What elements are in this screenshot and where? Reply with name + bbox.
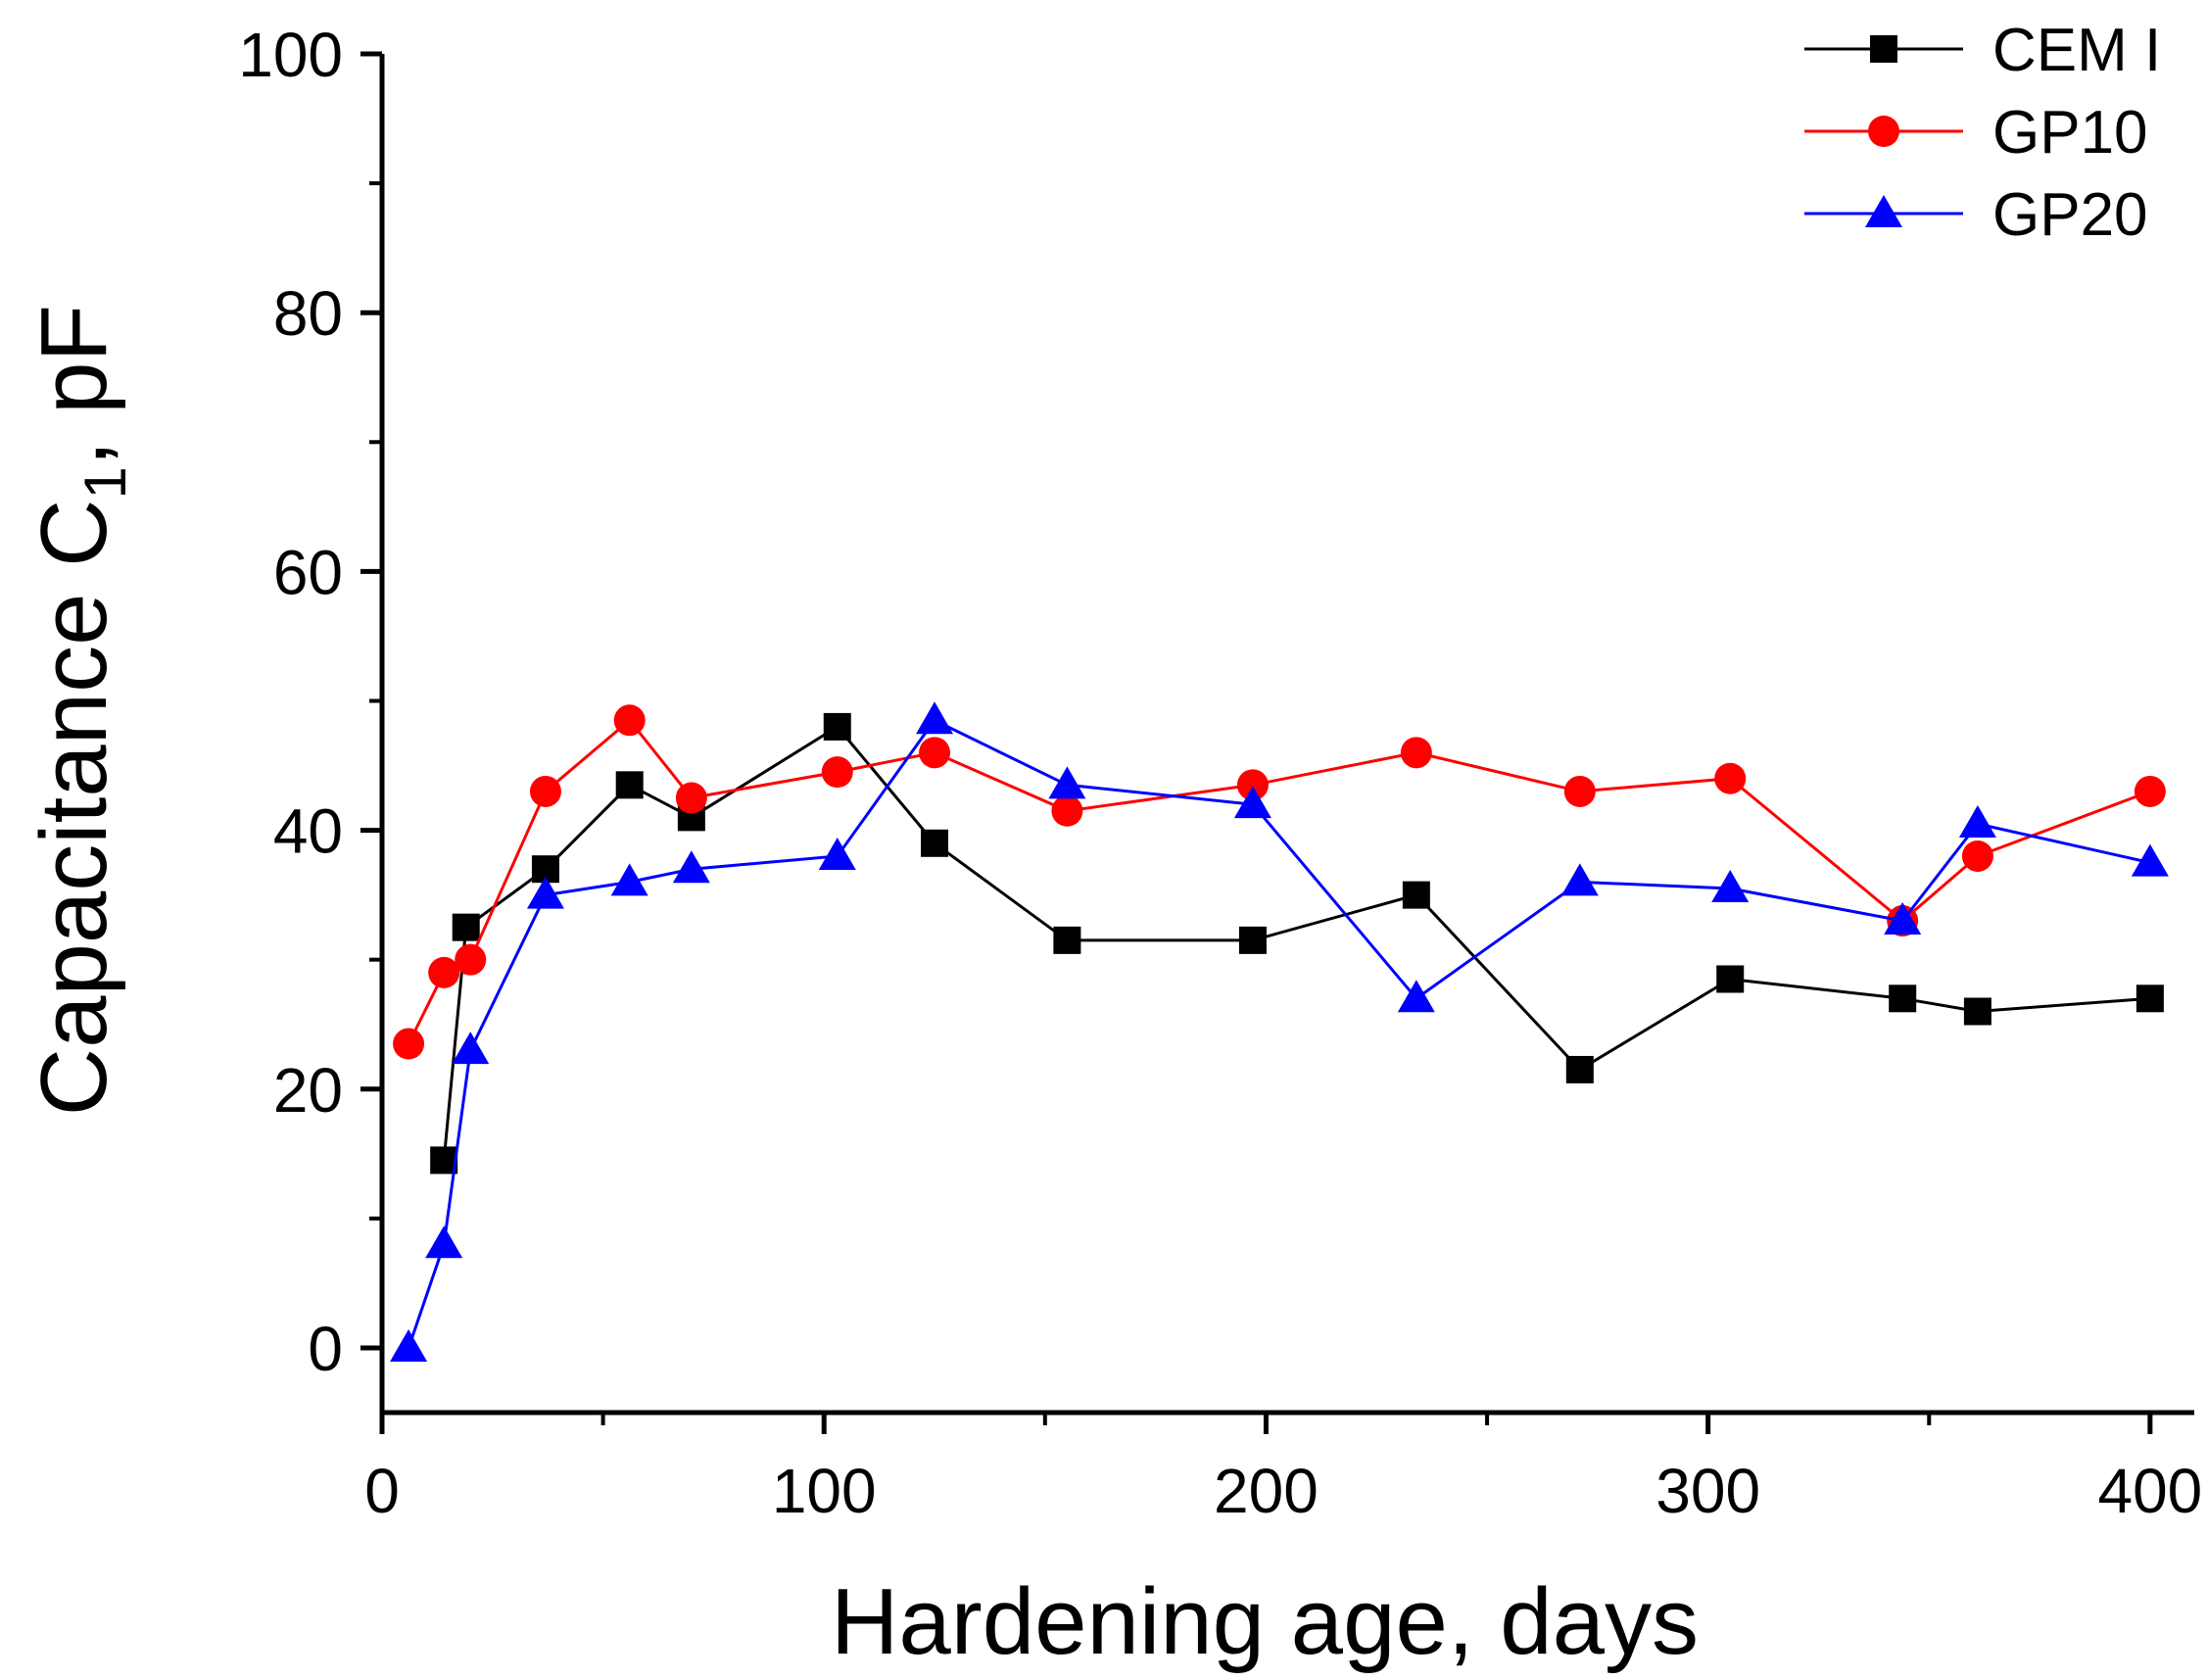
data-point-gp20 xyxy=(452,1032,490,1065)
x-tick-label: 100 xyxy=(772,1456,877,1526)
data-point-gp20 xyxy=(818,837,856,870)
series-line-gp20 xyxy=(407,718,2151,1349)
y-axis-title-main: Capacitance C xyxy=(22,500,126,1117)
data-point-gp10 xyxy=(1961,840,1993,872)
legend-marker-gp10 xyxy=(1868,116,1899,147)
data-point-gp10 xyxy=(1714,762,1747,794)
data-point-cem-i xyxy=(1889,984,1917,1013)
legend-entry-gp20: GP20 xyxy=(1804,181,2148,249)
data-point-gp20 xyxy=(1233,786,1271,819)
legend-entry-gp10: GP10 xyxy=(1804,99,2148,167)
data-point-gp20 xyxy=(1560,863,1599,896)
data-point-cem-i xyxy=(1238,926,1267,954)
data-point-cem-i xyxy=(1565,1055,1594,1083)
data-point-gp10 xyxy=(1051,794,1083,827)
data-point-gp10 xyxy=(529,775,561,807)
y-axis-title-subscript: 1 xyxy=(72,466,138,499)
y-tick-label: 60 xyxy=(273,537,343,607)
data-point-gp20 xyxy=(1884,902,1922,936)
data-point-cem-i xyxy=(1963,997,1991,1026)
series-line-gp10 xyxy=(407,718,2151,1045)
legend-marker-cem-i xyxy=(1870,35,1897,63)
data-point-cem-i xyxy=(921,829,949,857)
data-point-gp10 xyxy=(675,782,707,814)
legend-entry-cem-i: CEM I xyxy=(1804,17,2161,84)
data-point-gp10 xyxy=(1236,769,1269,801)
data-point-cem-i xyxy=(2135,984,2164,1013)
y-axis-title: Capacitance C1, pF xyxy=(22,305,138,1116)
legend-label-cem-i: CEM I xyxy=(1992,17,2161,84)
data-point-gp20 xyxy=(1711,870,1750,903)
data-point-cem-i xyxy=(452,913,480,941)
data-point-gp10 xyxy=(1563,775,1596,807)
data-point-cem-i xyxy=(1716,965,1745,993)
data-point-gp10 xyxy=(393,1028,425,1060)
data-point-gp10 xyxy=(2134,775,2166,807)
series-cem-i xyxy=(430,712,2164,1175)
x-tick-label: 400 xyxy=(2097,1456,2202,1526)
data-point-gp10 xyxy=(1400,737,1432,769)
x-tick-label: 0 xyxy=(364,1456,400,1526)
axes: 0 20 40 60 80 100 0 100 200 300 400 xyxy=(238,20,2202,1526)
data-point-gp20 xyxy=(672,850,710,884)
data-point-cem-i xyxy=(1402,881,1430,909)
series-gp20 xyxy=(390,701,2169,1362)
data-point-cem-i xyxy=(1053,926,1081,954)
data-point-gp20 xyxy=(1397,980,1435,1013)
data-point-gp10 xyxy=(821,756,853,789)
y-tick-label: 0 xyxy=(308,1314,343,1384)
data-point-gp20 xyxy=(1958,804,1996,838)
data-point-gp10 xyxy=(455,943,487,976)
x-tick-label: 200 xyxy=(1214,1456,1319,1526)
y-tick-label: 40 xyxy=(273,796,343,867)
series-layer xyxy=(390,701,2169,1362)
legend-label-gp10: GP10 xyxy=(1992,99,2148,167)
x-tick-label: 300 xyxy=(1655,1456,1760,1526)
series-gp10 xyxy=(393,704,2166,1060)
y-axis-title-suffix: , pF xyxy=(22,305,126,466)
data-point-gp20 xyxy=(425,1225,463,1259)
legend-label-gp20: GP20 xyxy=(1992,181,2148,249)
data-point-gp10 xyxy=(428,956,460,988)
data-point-cem-i xyxy=(615,771,644,799)
data-point-gp20 xyxy=(2131,843,2169,877)
data-point-gp10 xyxy=(613,704,646,737)
legend-marker-gp20 xyxy=(1865,195,1902,227)
data-point-gp10 xyxy=(919,737,951,769)
data-point-gp20 xyxy=(916,701,954,735)
legend: CEM I GP10 GP20 xyxy=(1804,17,2161,249)
y-tick-label: 100 xyxy=(238,20,343,90)
y-tick-label: 20 xyxy=(273,1055,343,1126)
data-point-gp20 xyxy=(1048,766,1086,799)
data-point-gp20 xyxy=(390,1328,428,1362)
x-axis-title: Hardening age, days xyxy=(831,1569,1699,1674)
data-point-cem-i xyxy=(823,712,851,741)
data-point-gp20 xyxy=(610,863,648,896)
data-point-gp20 xyxy=(526,876,564,909)
y-tick-label: 80 xyxy=(273,278,343,349)
